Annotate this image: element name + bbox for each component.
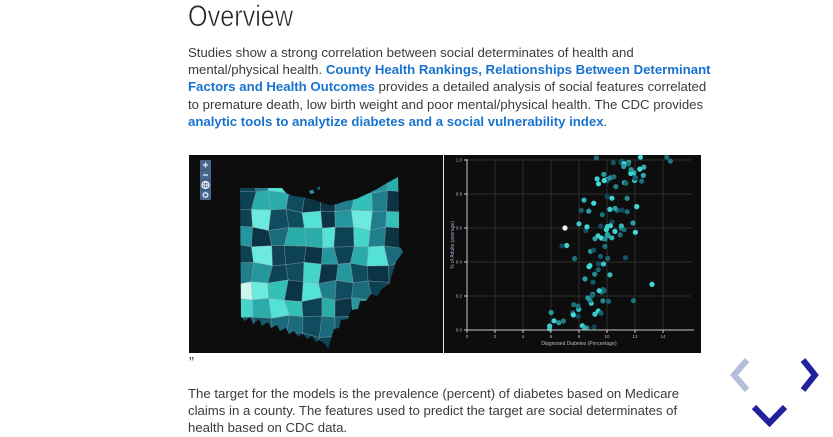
svg-text:0.4: 0.4 xyxy=(456,260,463,265)
svg-text:0: 0 xyxy=(466,334,469,339)
svg-text:14: 14 xyxy=(660,334,666,339)
svg-text:% of Adults (average): % of Adults (average) xyxy=(450,221,456,269)
svg-text:6: 6 xyxy=(550,334,553,339)
svg-text:12: 12 xyxy=(632,334,638,339)
svg-text:4: 4 xyxy=(522,334,525,339)
svg-text:0.6: 0.6 xyxy=(456,226,463,231)
svg-text:0.8: 0.8 xyxy=(456,192,463,197)
svg-text:10: 10 xyxy=(604,334,610,339)
svg-text:8: 8 xyxy=(578,334,581,339)
svg-text:Diagnosed Diabetes (Percentage: Diagnosed Diabetes (Percentage) xyxy=(541,341,617,347)
svg-text:1.0: 1.0 xyxy=(456,158,463,163)
svg-text:0.0: 0.0 xyxy=(456,328,463,333)
svg-text:2: 2 xyxy=(494,334,497,339)
svg-text:0.2: 0.2 xyxy=(456,294,463,299)
